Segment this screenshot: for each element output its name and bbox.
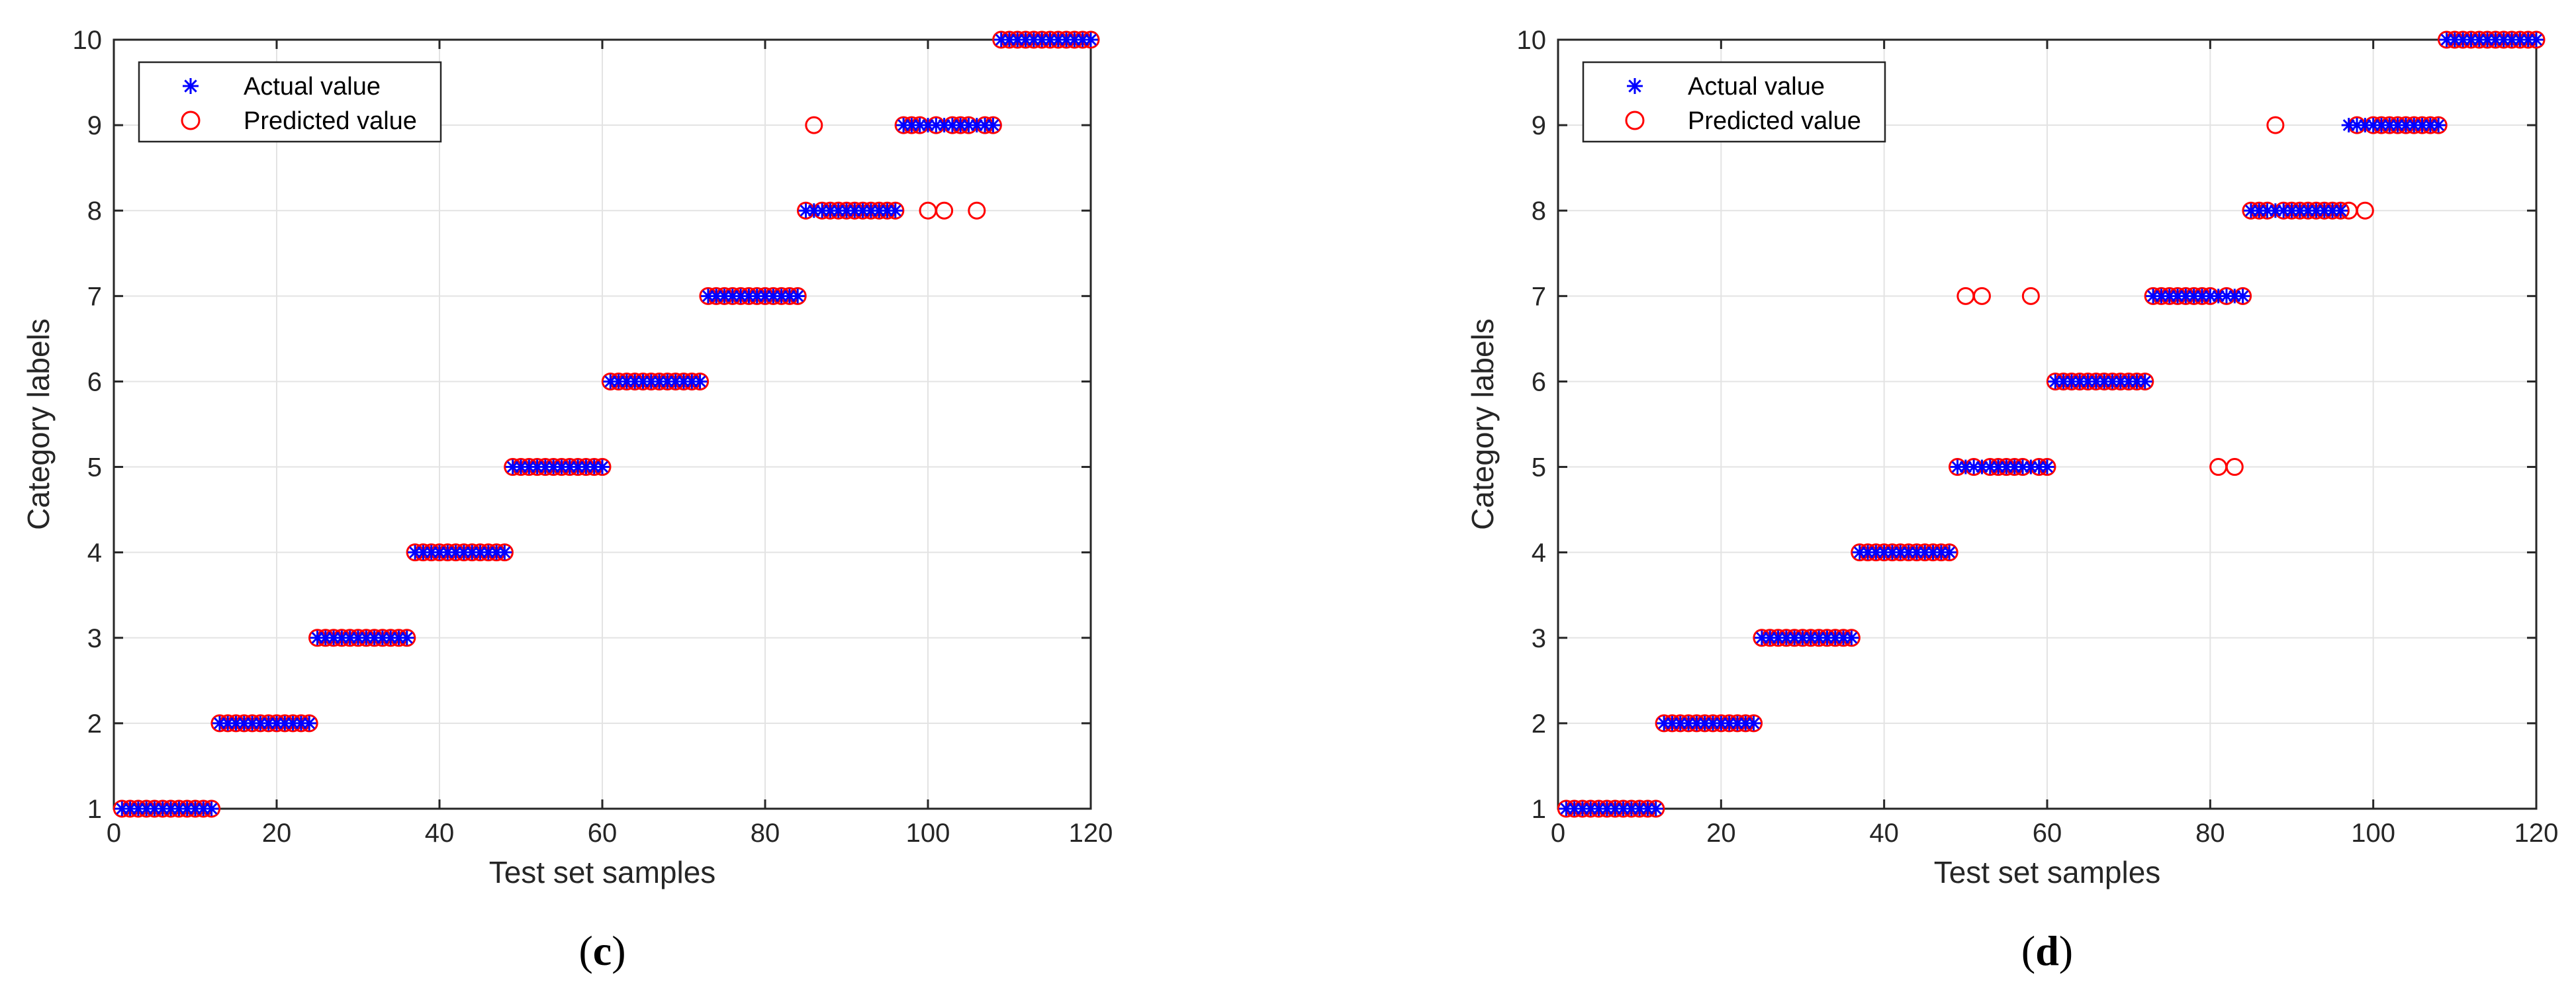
- grid-c: [113, 39, 1091, 809]
- actual-point: [2235, 289, 2250, 304]
- actual-point: [1746, 715, 1761, 731]
- predicted-point: [2266, 116, 2285, 134]
- x-tick-label: 0: [107, 819, 121, 848]
- actual-point: [1083, 32, 1098, 47]
- x-tick-label: 100: [906, 819, 950, 848]
- actual-point: [595, 459, 610, 475]
- y-tick-label: 3: [1532, 624, 1546, 653]
- predicted-point: [2021, 287, 2040, 305]
- predicted-point: [2356, 201, 2374, 220]
- legend-label-predicted-d: Predicted value: [1688, 107, 1861, 135]
- y-tick-label: 5: [87, 453, 102, 482]
- panel-label-d: (d): [2021, 927, 2073, 974]
- chart-panel-d: 0 20 40 60 80 100 120 1 2 3 4 5 6 7 8 9 10 Actual value …: [1465, 26, 2558, 974]
- x-tick-label: 80: [751, 819, 780, 848]
- y-tick-label: 1: [87, 795, 102, 824]
- x-tick-label: 20: [1706, 819, 1736, 848]
- y-tick-label: 6: [1532, 367, 1546, 396]
- x-axis-label-d: Test set samples: [1934, 855, 2161, 889]
- actual-point: [2431, 118, 2446, 133]
- actual-point: [285, 715, 300, 731]
- legend-asterisk-icon: [183, 78, 199, 94]
- panel-letter-d: d: [2035, 927, 2059, 974]
- y-tick-label: 4: [1532, 539, 1546, 568]
- actual-point: [790, 289, 805, 304]
- y-axis-label-d: Category labels: [1465, 318, 1500, 530]
- y-tick-label: 3: [87, 624, 102, 653]
- x-tick-label: 60: [588, 819, 618, 848]
- ticks-d: 0 20 40 60 80 100 120 1 2 3 4 5 6 7 8 9 10: [1517, 26, 2559, 848]
- marks-d: [1557, 30, 2546, 818]
- y-tick-label: 5: [1532, 453, 1546, 482]
- actual-point: [986, 118, 1001, 133]
- legend-label-predicted-c: Predicted value: [244, 107, 417, 135]
- legend-circle-icon: [181, 111, 201, 130]
- actual-point: [2333, 203, 2348, 218]
- actual-point: [1942, 545, 1957, 560]
- y-tick-label: 9: [87, 111, 102, 140]
- y-tick-label: 2: [1532, 709, 1546, 739]
- x-tick-label: 20: [262, 819, 292, 848]
- legend-c: Actual value Predicted value: [138, 61, 442, 143]
- y-tick-label: 10: [73, 26, 103, 55]
- actual-point: [1844, 630, 1859, 645]
- x-axis-label-c: Test set samples: [489, 855, 716, 889]
- actual-point: [204, 801, 219, 816]
- legend-asterisk-icon-c: [183, 78, 199, 94]
- x-tick-label: 60: [2033, 819, 2062, 848]
- y-tick-label: 6: [87, 367, 102, 396]
- predicted-point: [1972, 287, 1991, 305]
- ticks-c: 0 20 40 60 80 100 120 1 2 3 4 5 6 7 8 9 10: [73, 26, 1113, 848]
- legend-asterisk-icon-d: [1627, 78, 1643, 94]
- y-tick-label: 1: [1532, 795, 1546, 824]
- actual-point: [497, 545, 512, 560]
- actual-point: [2529, 32, 2544, 47]
- panel-label-c: (c): [578, 927, 625, 974]
- y-axis-label-c: Category labels: [21, 318, 56, 530]
- x-tick-label: 40: [425, 819, 455, 848]
- y-tick-label: 7: [1532, 282, 1546, 311]
- y-tick-label: 7: [87, 282, 102, 311]
- x-tick-label: 120: [1069, 819, 1113, 848]
- actual-point: [692, 374, 708, 389]
- y-tick-label: 8: [87, 197, 102, 226]
- actual-point: [302, 715, 317, 731]
- actual-point: [1648, 801, 1663, 816]
- predicted-point: [2225, 458, 2244, 476]
- y-tick-label: 8: [1532, 197, 1546, 226]
- y-tick-label: 10: [1517, 26, 1547, 55]
- predicted-point: [805, 116, 823, 134]
- x-tick-label: 80: [2195, 819, 2225, 848]
- x-tick-label: 100: [2351, 819, 2395, 848]
- predicted-point: [935, 201, 954, 220]
- x-tick-label: 40: [1869, 819, 1899, 848]
- marks-c: [113, 30, 1100, 818]
- x-tick-label: 0: [1551, 819, 1565, 848]
- chart-panel-c: 0 20 40 60 80 100 120 1 2 3 4 5 6 7 8 9 10 Actual value …: [21, 26, 1113, 974]
- predicted-point: [968, 201, 986, 220]
- legend-circle-icon-d: [1625, 111, 1645, 130]
- legend-d: Actual value Predicted value: [1582, 61, 1886, 143]
- panel-letter-c: c: [593, 927, 612, 974]
- legend-asterisk-icon: [1627, 78, 1643, 94]
- y-tick-label: 4: [87, 539, 102, 568]
- legend-label-actual-c: Actual value: [244, 73, 381, 101]
- legend-circle-icon-c: [181, 111, 201, 130]
- legend-circle-icon: [1625, 111, 1645, 130]
- actual-point: [888, 203, 903, 218]
- y-tick-label: 9: [1532, 111, 1546, 140]
- actual-point: [399, 630, 414, 645]
- y-tick-label: 2: [87, 709, 102, 739]
- grid-d: [1557, 39, 2537, 809]
- legend-label-actual-d: Actual value: [1688, 73, 1825, 101]
- x-tick-label: 120: [2514, 819, 2559, 848]
- actual-point: [2040, 459, 2054, 475]
- actual-point: [2137, 374, 2152, 389]
